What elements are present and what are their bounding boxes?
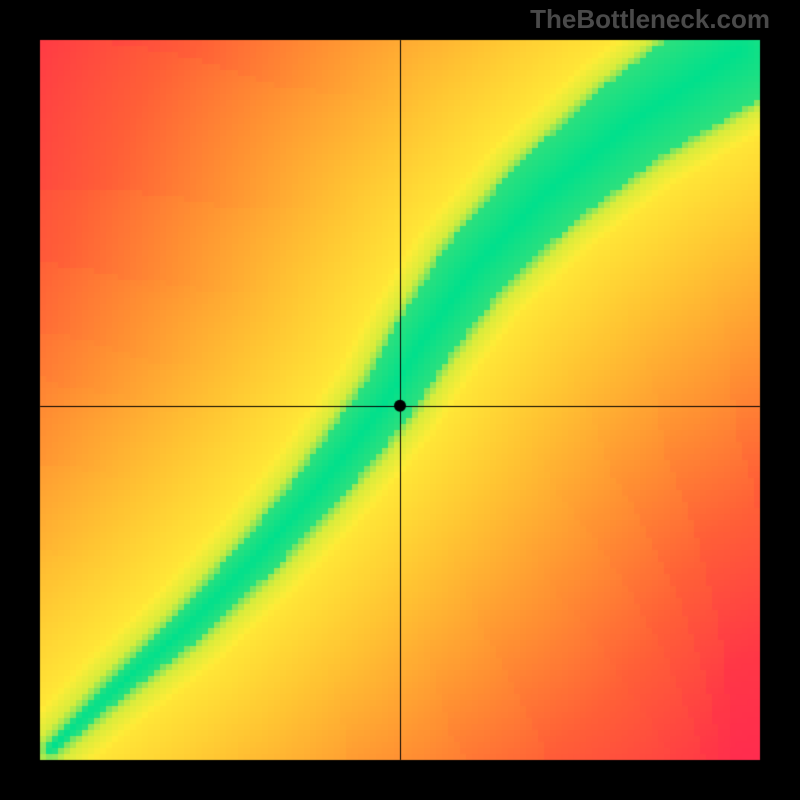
- overlay-canvas: [0, 0, 800, 800]
- chart-container: { "watermark": { "text": "TheBottleneck.…: [0, 0, 800, 800]
- watermark-text: TheBottleneck.com: [530, 4, 770, 35]
